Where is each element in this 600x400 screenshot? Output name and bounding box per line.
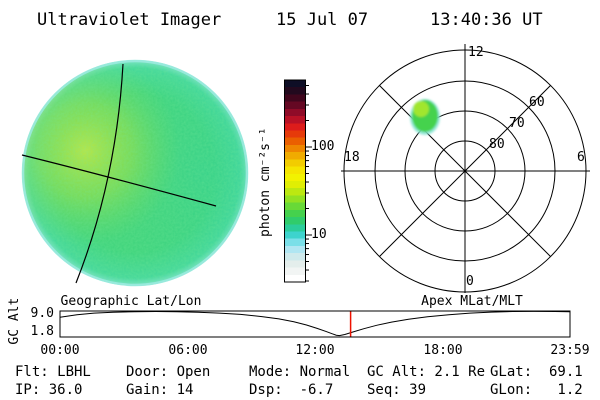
- left-panel-title: Geographic Lat/Lon: [60, 294, 202, 309]
- auroral-emission-blob: [410, 99, 440, 135]
- altitude-plot-frame: [59, 310, 571, 338]
- ytick-9: 9.0: [30, 306, 54, 321]
- xtick-0600: 06:00: [168, 343, 208, 358]
- xtick-1800: 18:00: [423, 343, 463, 358]
- right-panel-title: Apex MLat/MLT: [421, 294, 523, 309]
- xtick-0000: 00:00: [40, 343, 80, 358]
- date-label: 15 Jul 07: [276, 10, 369, 30]
- polar-plot: [341, 44, 590, 293]
- status-ip: IP: 36.0: [15, 382, 83, 398]
- status-gain: Gain: 14: [126, 382, 194, 398]
- xtick-1200: 12:00: [295, 343, 335, 358]
- polar-ring-label-60: 60: [529, 95, 545, 110]
- time-label: 13:40:36 UT: [430, 10, 543, 30]
- altitude-ylabel: GC Alt: [6, 297, 22, 345]
- xtick-2359: 23:59: [550, 343, 590, 358]
- parallel-grid-line: [21, 154, 217, 207]
- status-dsp: Dsp: -6.7: [249, 382, 334, 398]
- status-gc-alt: GC Alt: 2.1 Re: [367, 364, 486, 380]
- polar-hour-12: 12: [468, 45, 484, 60]
- disk-noise-texture: [22, 60, 248, 286]
- colorbar-gradient-bar: [284, 79, 306, 283]
- polar-hour-6: 6: [577, 150, 585, 165]
- colorbar-unit-label: photon cm⁻²s⁻¹: [257, 127, 273, 237]
- disk-edge-fringe: [21, 59, 249, 287]
- altitude-curve: [59, 310, 570, 337]
- polar-hour-0: 0: [466, 274, 474, 289]
- polar-hour-18: 18: [344, 150, 360, 165]
- polar-ring-label-70: 70: [509, 116, 525, 131]
- app-title: Ultraviolet Imager: [37, 10, 222, 30]
- colorbar-tick-10: 10: [311, 227, 327, 242]
- status-mode: Mode: Normal: [249, 364, 351, 380]
- ytick-1-8: 1.8: [30, 324, 54, 339]
- colorbar: [284, 79, 312, 283]
- polar-axis-ne-sw: [379, 85, 551, 257]
- status-glon: GLon: 1.2: [490, 382, 583, 398]
- status-glat: GLat: 69.1: [490, 364, 583, 380]
- altitude-plot: [59, 310, 571, 338]
- polar-ring-label-80: 80: [489, 137, 505, 152]
- status-seq: Seq: 39: [367, 382, 427, 398]
- earth-disk-image: [21, 59, 249, 287]
- blob-core: [413, 101, 429, 117]
- status-door: Door: Open: [126, 364, 211, 380]
- status-flt: Flt: LBHL: [15, 364, 91, 380]
- colorbar-ticks: [305, 84, 312, 282]
- colorbar-tick-100: 100: [311, 139, 335, 154]
